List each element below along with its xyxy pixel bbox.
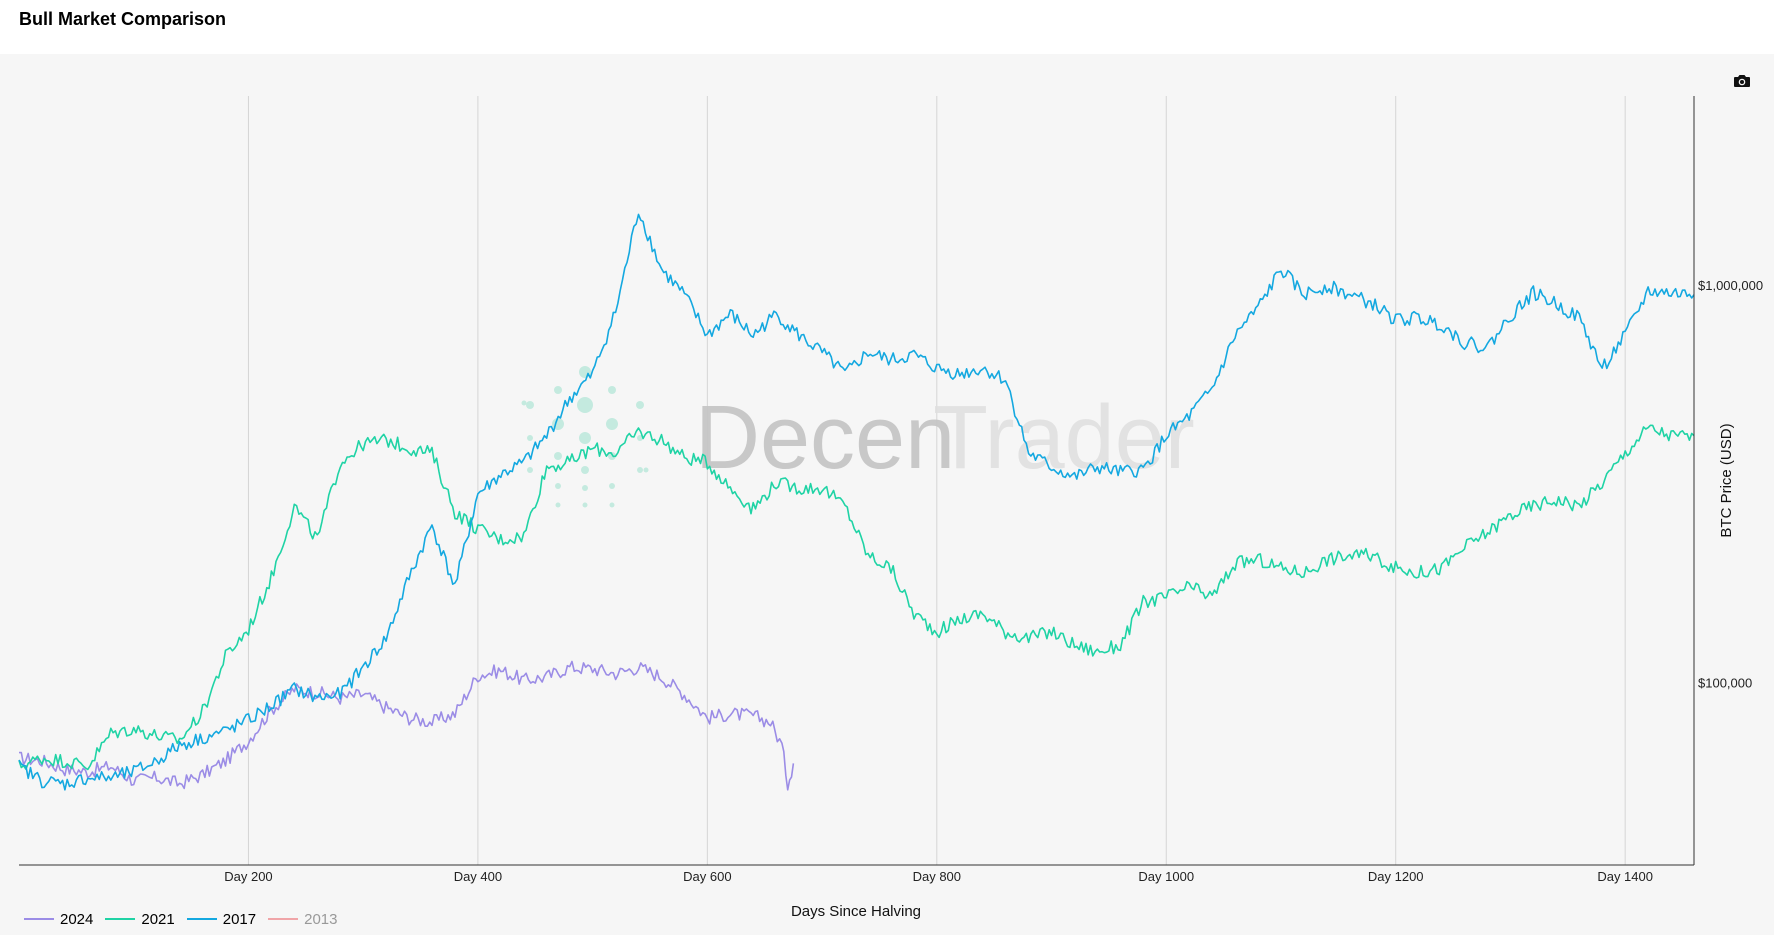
series-line-2021 — [18, 424, 1695, 771]
x-tick-label: Day 1200 — [1368, 869, 1424, 884]
legend-label: 2017 — [222, 910, 257, 928]
legend-label: 2024 — [60, 910, 94, 928]
x-tick-label: Day 400 — [454, 869, 502, 884]
y-tick-label: $100,000 — [1698, 676, 1752, 691]
legend-item-2017[interactable]: 2017 — [186, 910, 257, 928]
legend-label: 2021 — [141, 910, 175, 928]
camera-icon[interactable] — [1733, 73, 1755, 91]
x-tick-label: Day 600 — [683, 869, 731, 884]
series-lines — [18, 213, 1695, 791]
legend-item-2013[interactable]: 2013 — [268, 910, 338, 928]
legend-swatch — [105, 918, 136, 920]
chart-legend: 2024 2021 2017 2013 — [24, 909, 338, 929]
legend-label: 2013 — [304, 910, 338, 928]
x-axis-title: Days Since Halving — [790, 903, 922, 920]
x-tick-label: Day 200 — [224, 869, 272, 884]
watermark-text-light: Trader — [933, 388, 1195, 488]
legend-item-2021[interactable]: 2021 — [105, 910, 175, 928]
legend-swatch — [186, 918, 217, 920]
chart-header: Bull Market Comparison — [0, 0, 1774, 54]
watermark-logo: Decen Trader — [521, 366, 1195, 508]
y-axis-title: BTC Price (USD) — [1718, 423, 1735, 537]
chart-title: Bull Market Comparison — [19, 9, 227, 29]
axes: Day 200 Day 400 Day 600 Day 800 Day 1000 Day … — [19, 96, 1763, 884]
y-tick-label: $1,000,000 — [1698, 278, 1763, 293]
x-tick-label: Day 800 — [913, 869, 961, 884]
x-tick-label: Day 1000 — [1138, 869, 1194, 884]
watermark-text-dark: Decen — [695, 388, 955, 488]
grid-lines — [247, 96, 1626, 865]
legend-swatch — [268, 918, 299, 920]
plot-background — [0, 54, 1774, 935]
legend-item-2024[interactable]: 2024 — [24, 911, 93, 928]
series-line-2024 — [18, 660, 795, 791]
x-tick-label: Day 1400 — [1597, 869, 1653, 884]
series-line-2017 — [18, 213, 1695, 791]
legend-swatch — [24, 918, 54, 920]
